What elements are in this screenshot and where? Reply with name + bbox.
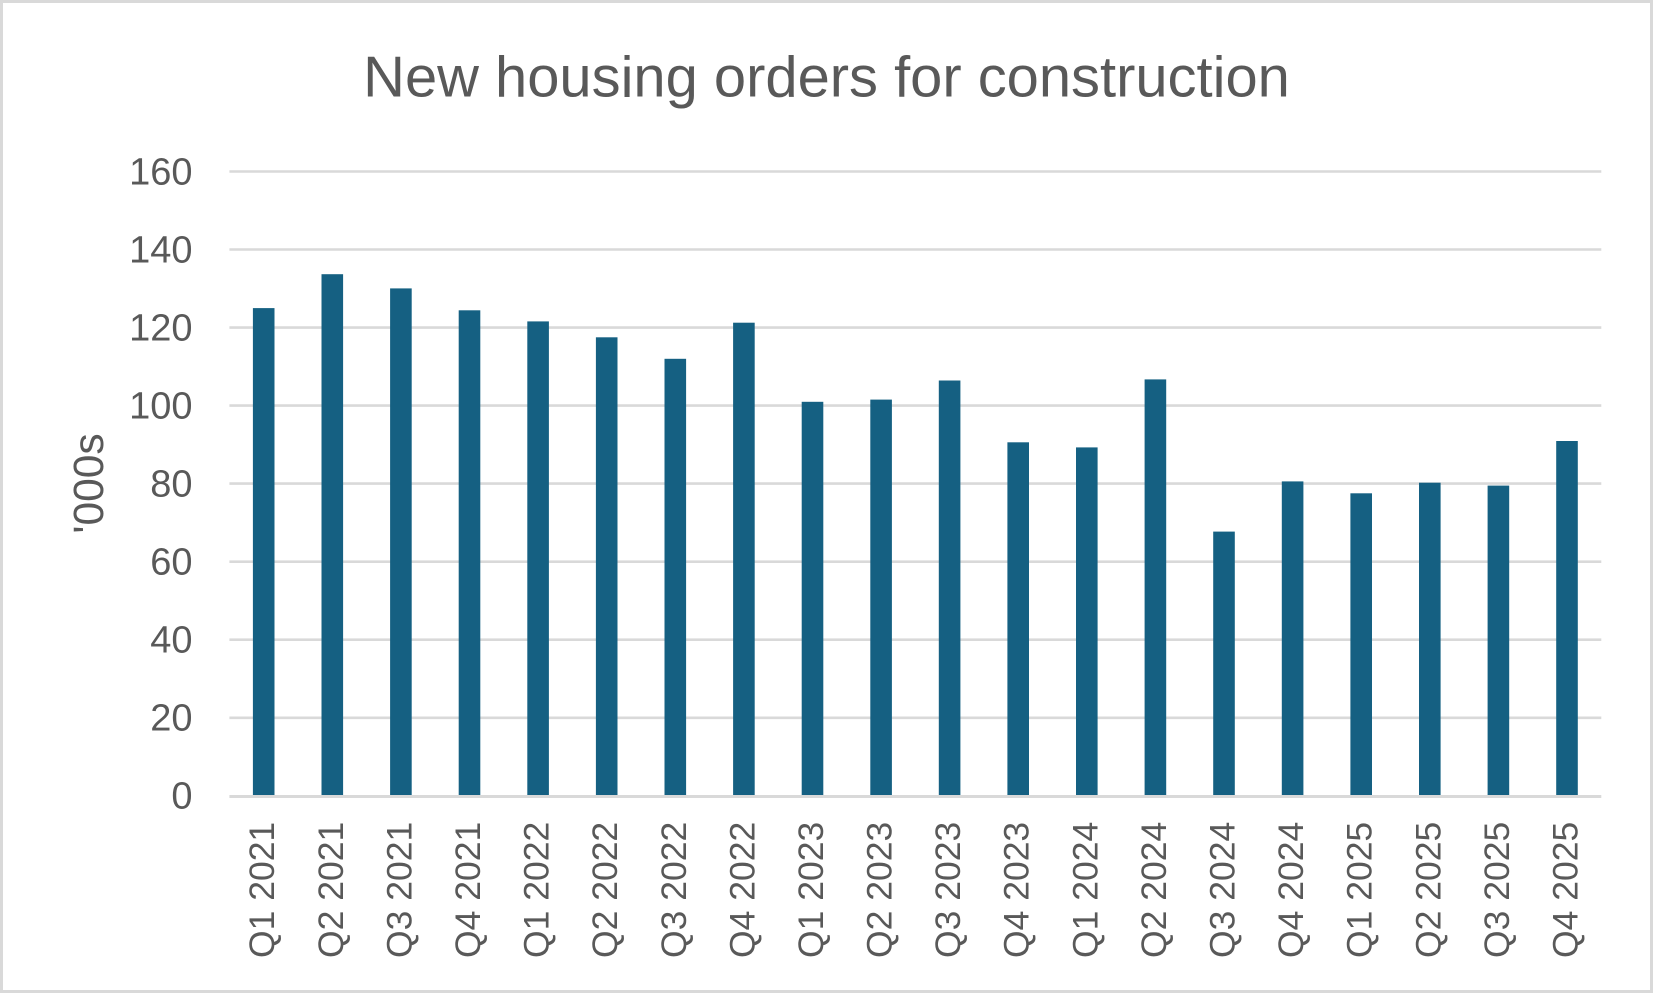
svg-text:New housing orders for constru: New housing orders for construction — [363, 46, 1290, 110]
svg-text:Q2 2021: Q2 2021 — [311, 822, 351, 958]
svg-text:Q2 2024: Q2 2024 — [1134, 822, 1174, 958]
svg-text:100: 100 — [129, 386, 192, 428]
svg-text:Q1 2024: Q1 2024 — [1065, 822, 1105, 958]
svg-text:40: 40 — [150, 620, 192, 662]
svg-text:Q1 2025: Q1 2025 — [1340, 822, 1380, 958]
svg-text:Q2 2025: Q2 2025 — [1408, 822, 1448, 958]
svg-text:160: 160 — [129, 151, 192, 193]
svg-text:140: 140 — [129, 229, 192, 271]
svg-text:Q2 2023: Q2 2023 — [860, 822, 900, 958]
svg-text:Q3 2024: Q3 2024 — [1203, 822, 1243, 958]
svg-text:Q4 2023: Q4 2023 — [997, 822, 1037, 958]
svg-text:Q1 2023: Q1 2023 — [791, 822, 831, 958]
svg-text:Q4 2021: Q4 2021 — [448, 822, 488, 958]
svg-text:Q4 2022: Q4 2022 — [722, 822, 762, 958]
svg-text:Q2 2022: Q2 2022 — [585, 822, 625, 958]
svg-text:Q1 2022: Q1 2022 — [517, 822, 557, 958]
svg-text:60: 60 — [150, 542, 192, 584]
svg-text:0: 0 — [171, 776, 192, 818]
svg-text:120: 120 — [129, 308, 192, 350]
svg-text:20: 20 — [150, 698, 192, 740]
svg-text:Q3 2022: Q3 2022 — [654, 822, 694, 958]
svg-text:Q4 2025: Q4 2025 — [1546, 822, 1586, 958]
svg-text:Q3 2023: Q3 2023 — [928, 822, 968, 958]
svg-text:Q3 2021: Q3 2021 — [379, 822, 419, 958]
svg-text:'000s: '000s — [66, 433, 113, 533]
svg-text:Q4 2024: Q4 2024 — [1271, 822, 1311, 958]
svg-text:80: 80 — [150, 464, 192, 506]
svg-text:Q3 2025: Q3 2025 — [1477, 822, 1517, 958]
svg-text:Q1 2021: Q1 2021 — [242, 822, 282, 958]
